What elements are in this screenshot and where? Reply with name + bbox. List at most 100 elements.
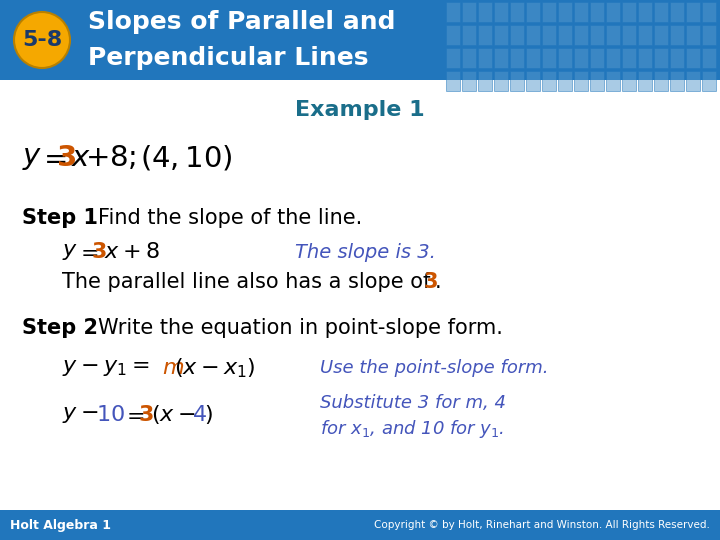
Bar (686, 2, 701, 22)
Bar (559, 2, 572, 22)
Text: Substitute 3 for m, 4: Substitute 3 for m, 4 (320, 394, 506, 412)
Bar (510, 48, 524, 68)
Text: Step 2: Step 2 (22, 318, 98, 338)
Bar (590, 71, 604, 91)
Text: $(4, 10)$: $(4, 10)$ (140, 144, 233, 172)
Text: $\mathbf{3}$: $\mathbf{3}$ (138, 405, 153, 425)
Bar (495, 2, 508, 22)
Text: $)$: $)$ (204, 403, 212, 427)
Bar (526, 48, 541, 68)
Text: $=$: $=$ (76, 242, 99, 262)
Text: Find the slope of the line.: Find the slope of the line. (98, 208, 362, 228)
Bar (478, 2, 492, 22)
Bar (478, 25, 492, 45)
Bar (670, 25, 685, 45)
Circle shape (14, 12, 70, 68)
Bar (542, 25, 557, 45)
Bar (606, 48, 621, 68)
Bar (639, 2, 652, 22)
Bar (462, 71, 477, 91)
Bar (590, 48, 604, 68)
Bar (495, 48, 508, 68)
Bar (654, 71, 668, 91)
Bar (606, 2, 621, 22)
Bar (639, 48, 652, 68)
Bar (495, 25, 508, 45)
Bar (670, 48, 685, 68)
Bar (686, 48, 701, 68)
Bar (446, 2, 460, 22)
Text: 5-8: 5-8 (22, 30, 62, 50)
Text: Step 1: Step 1 (22, 208, 98, 228)
Bar (510, 2, 524, 22)
Bar (703, 25, 716, 45)
Bar (510, 71, 524, 91)
Bar (462, 2, 477, 22)
Bar (703, 2, 716, 22)
Text: The slope is 3.: The slope is 3. (295, 242, 436, 261)
Bar (654, 2, 668, 22)
Bar (670, 71, 685, 91)
Text: $(\mathit{x} -$: $(\mathit{x} -$ (151, 403, 195, 427)
Text: $\mathit{x} + 8$: $\mathit{x} + 8$ (104, 242, 160, 262)
Text: $=$: $=$ (122, 405, 145, 425)
Text: Slopes of Parallel and: Slopes of Parallel and (88, 10, 395, 34)
Text: for $x_1$, and 10 for $y_1$.: for $x_1$, and 10 for $y_1$. (320, 418, 504, 440)
Bar (526, 2, 541, 22)
Text: The parallel line also has a slope of: The parallel line also has a slope of (62, 272, 437, 292)
Bar (622, 48, 636, 68)
Bar (654, 25, 668, 45)
Bar (670, 2, 685, 22)
Bar (559, 25, 572, 45)
Text: Copyright © by Holt, Rinehart and Winston. All Rights Reserved.: Copyright © by Holt, Rinehart and Winsto… (374, 520, 710, 530)
Bar (703, 48, 716, 68)
Bar (606, 71, 621, 91)
Text: $=$: $=$ (38, 144, 67, 172)
Bar (542, 48, 557, 68)
Text: Perpendicular Lines: Perpendicular Lines (88, 46, 369, 70)
Text: Use the point-slope form.: Use the point-slope form. (320, 359, 549, 377)
Bar (686, 71, 701, 91)
Text: $+ 8;$: $+ 8;$ (85, 144, 136, 172)
Bar (478, 71, 492, 91)
Text: $\mathit{m}$: $\mathit{m}$ (162, 358, 184, 378)
Bar (622, 25, 636, 45)
Text: $\mathit{y}$: $\mathit{y}$ (62, 242, 78, 262)
Bar (478, 48, 492, 68)
Bar (446, 48, 460, 68)
Text: .: . (435, 272, 441, 292)
Bar (622, 71, 636, 91)
Bar (590, 25, 604, 45)
Text: $(\mathit{x} - \mathit{x}_1)$: $(\mathit{x} - \mathit{x}_1)$ (174, 356, 256, 380)
Text: Example 1: Example 1 (295, 100, 425, 120)
Text: $10$: $10$ (96, 405, 125, 425)
Bar (639, 25, 652, 45)
Bar (495, 71, 508, 91)
Bar (654, 48, 668, 68)
Bar (575, 48, 588, 68)
Text: $4$: $4$ (192, 405, 207, 425)
Bar (559, 71, 572, 91)
Bar (510, 25, 524, 45)
Text: $\mathit{y} - \mathit{y}_1 =$: $\mathit{y} - \mathit{y}_1 =$ (62, 358, 149, 378)
Text: $\mathit{x}$: $\mathit{x}$ (71, 144, 91, 172)
Bar (446, 71, 460, 91)
Bar (606, 25, 621, 45)
Bar (542, 2, 557, 22)
Bar (0, 0, 720, 80)
Bar (622, 2, 636, 22)
Bar (462, 25, 477, 45)
Bar (526, 25, 541, 45)
Text: 3: 3 (424, 272, 438, 292)
Text: $\mathbf{3}$: $\mathbf{3}$ (56, 144, 76, 172)
Bar (542, 71, 557, 91)
Bar (526, 71, 541, 91)
Bar (575, 2, 588, 22)
Bar (590, 2, 604, 22)
Bar (446, 25, 460, 45)
Bar (703, 71, 716, 91)
Bar (639, 71, 652, 91)
Bar (575, 25, 588, 45)
Bar (0, 510, 720, 540)
Text: $\mathit{y}$: $\mathit{y}$ (22, 144, 42, 172)
